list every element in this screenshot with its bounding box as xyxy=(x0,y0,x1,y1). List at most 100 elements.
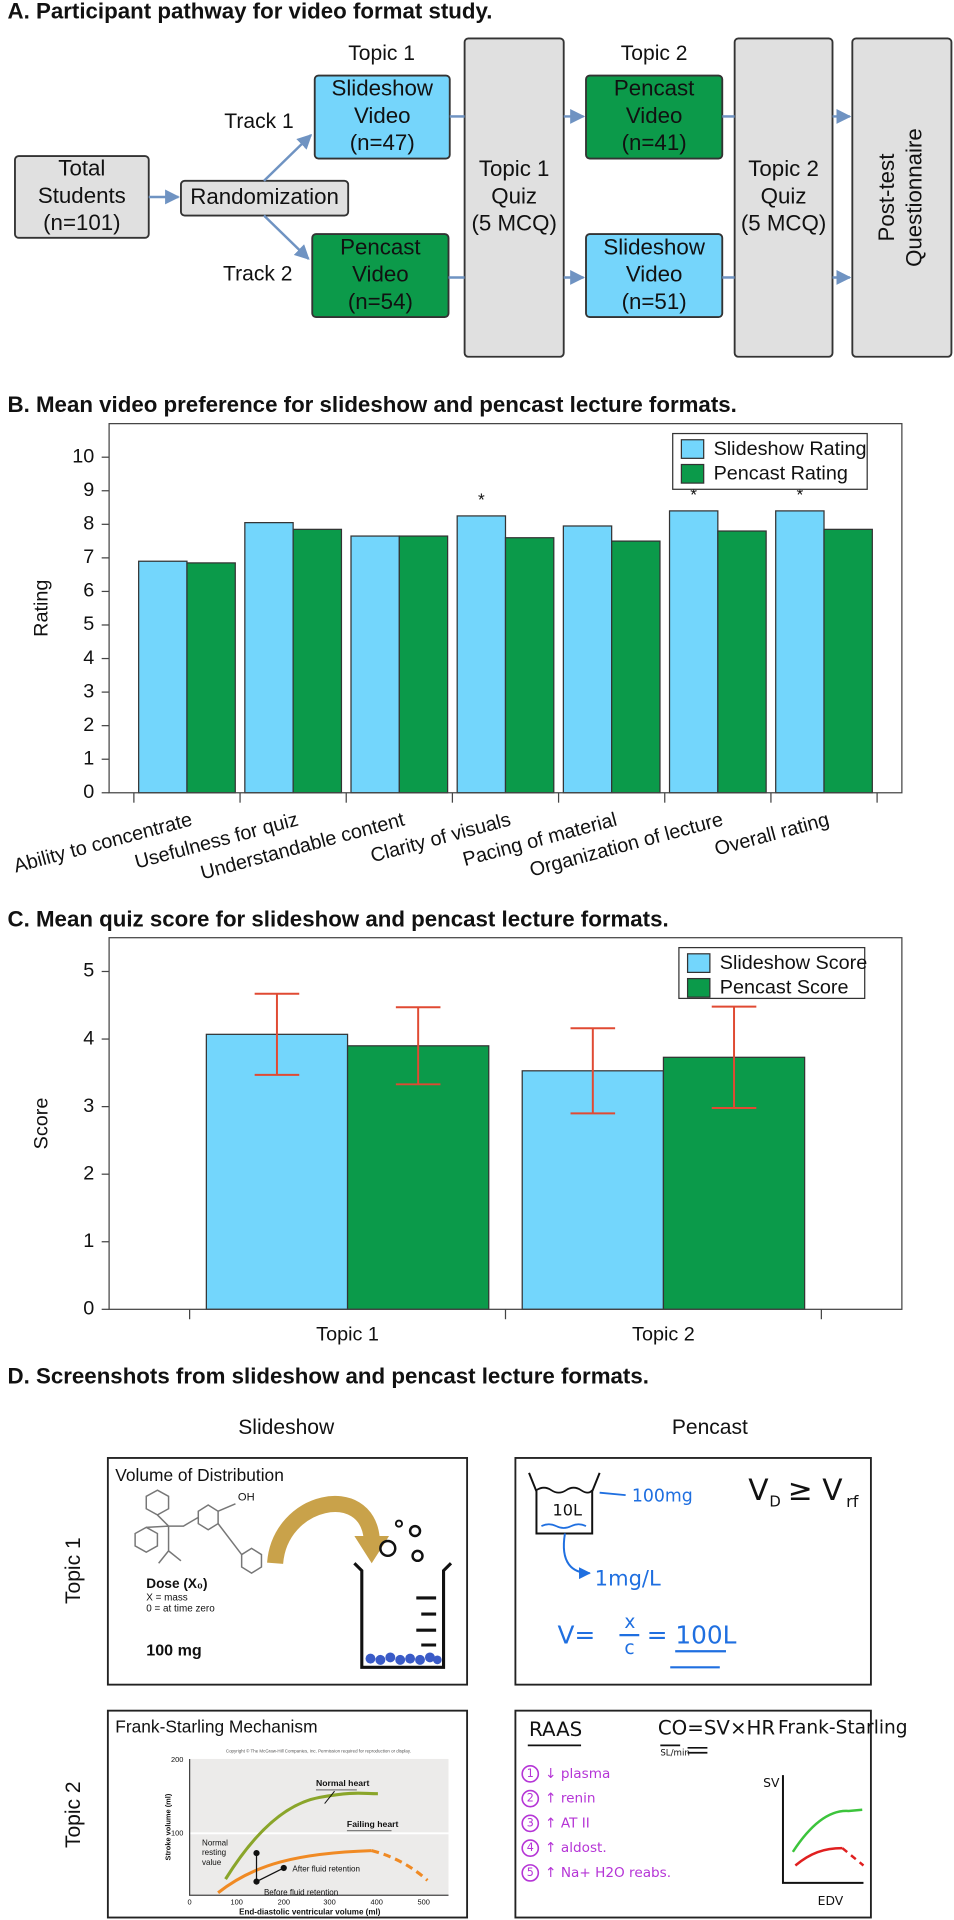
beaker xyxy=(379,1539,397,1558)
box-label: Pencast xyxy=(614,76,695,101)
beaker xyxy=(411,1549,424,1563)
pencast-sketch xyxy=(521,1814,540,1833)
slide-annotation: resting xyxy=(202,1848,226,1857)
step-number: 3 xyxy=(527,1816,534,1829)
row-header: Topic 2 xyxy=(62,1781,85,1848)
slide-chart xyxy=(371,1849,429,1882)
slide-chart xyxy=(189,1758,449,1896)
pathway-box xyxy=(14,155,150,239)
handwriting: V xyxy=(748,1473,769,1508)
slide-heading: Volume of Distribution xyxy=(115,1465,284,1485)
steps: 1 ↓ plasma 2 ↑ renin 3 ↑ AT II 4 ↑ aldost. 5 ↑ Na… xyxy=(527,1766,671,1881)
step-text: ↑ renin xyxy=(545,1791,595,1807)
slide-annotation: Normal heart xyxy=(316,1778,370,1788)
error-bar xyxy=(395,1006,441,1086)
slide-annotation: Before fluid retention xyxy=(264,1888,338,1897)
annotation: * xyxy=(690,485,697,505)
slide-chart xyxy=(253,1878,260,1885)
handwriting: x xyxy=(624,1612,635,1633)
dose-note: 0 = at time zero xyxy=(146,1604,215,1615)
bar xyxy=(504,537,555,794)
beaker xyxy=(416,1596,437,1647)
beaker xyxy=(385,1652,396,1663)
box-label: Video xyxy=(626,262,683,287)
pencast-sketch xyxy=(535,1486,593,1494)
bar xyxy=(456,515,507,794)
pathway-arrows xyxy=(263,133,313,182)
handwriting: D xyxy=(769,1493,780,1511)
legend-label: Slideshow Score xyxy=(720,952,867,974)
box-label: Total xyxy=(58,156,105,181)
box-label: (5 MCQ) xyxy=(741,211,826,236)
y-tick-label: 2 xyxy=(83,714,94,736)
beaker xyxy=(394,1519,403,1528)
atom-label: OH xyxy=(238,1492,255,1504)
slide-chart xyxy=(217,1849,372,1894)
box-label: Slideshow xyxy=(603,234,705,259)
slide-annotation: After fluid retention xyxy=(292,1864,360,1873)
panel-title: D. Screenshots from slideshow and pencas… xyxy=(8,1363,649,1388)
y-tick-label: 1 xyxy=(83,747,94,769)
box-label: Questionnaire xyxy=(901,128,926,267)
slide-chart xyxy=(324,1790,335,1804)
pencast-sketch xyxy=(521,1789,540,1808)
step-text: ↓ plasma xyxy=(545,1766,610,1782)
handwriting: = 100L xyxy=(647,1620,737,1649)
handwriting: CO=SV×HR xyxy=(658,1717,776,1740)
bar xyxy=(562,525,613,794)
column-header: Slideshow xyxy=(238,1416,335,1439)
box-label: (n=41) xyxy=(622,130,687,155)
bar xyxy=(350,535,400,794)
handwriting: SV xyxy=(763,1776,780,1790)
handwriting: RAAS xyxy=(529,1718,582,1741)
beaker xyxy=(365,1653,376,1664)
box-label: Video xyxy=(352,262,409,287)
slide-tick: 300 xyxy=(323,1898,335,1907)
pencast-sketch xyxy=(794,1846,843,1867)
row-header: Topic 1 xyxy=(62,1537,85,1604)
beaker xyxy=(375,1654,386,1665)
box-label: Video xyxy=(354,103,411,128)
handwriting: EDV xyxy=(818,1894,844,1908)
molecule xyxy=(134,1489,263,1575)
beaker xyxy=(405,1653,416,1664)
track-label: Track 1 xyxy=(224,110,293,133)
pencast-sketch xyxy=(527,1744,708,1754)
y-tick-label: 3 xyxy=(83,680,94,702)
legend-label: Slideshow Rating xyxy=(714,438,867,460)
bar xyxy=(775,510,825,794)
slide-annotation: value xyxy=(202,1858,222,1867)
box-label: Slideshow xyxy=(331,76,433,101)
slide-chart xyxy=(224,1791,378,1880)
x-tick-label: Overall rating xyxy=(712,809,831,861)
y-tick-label: 3 xyxy=(83,1095,94,1117)
pencast-sketch xyxy=(521,1864,540,1882)
bar xyxy=(823,528,873,794)
slide-chart xyxy=(315,1789,392,1832)
box-label: Pencast xyxy=(340,234,421,259)
annotation: * xyxy=(478,490,485,510)
y-tick-label: 1 xyxy=(83,1230,94,1252)
transfer-arrow xyxy=(267,1495,380,1565)
annotation: * xyxy=(796,485,803,505)
step-number: 1 xyxy=(527,1767,534,1780)
handwriting: Frank-Starling xyxy=(778,1718,908,1739)
bar xyxy=(292,528,343,794)
box-label: (5 MCQ) xyxy=(471,211,556,236)
bar xyxy=(611,540,661,794)
handwriting: V= xyxy=(558,1620,596,1649)
slide-annotation: Normal xyxy=(202,1838,228,1847)
slide-chart xyxy=(189,1758,449,1896)
pencast-sketch xyxy=(619,1633,726,1669)
pencast-sketch xyxy=(791,1808,863,1853)
slide-tick: 200 xyxy=(171,1755,183,1764)
pencast-sketch xyxy=(528,1472,726,1669)
chart-title: C. Mean quiz score for slideshow and pen… xyxy=(8,906,669,931)
step-number: 4 xyxy=(527,1841,534,1854)
y-tick-label: 4 xyxy=(83,647,94,669)
beaker xyxy=(424,1652,435,1663)
slide-tick: 100 xyxy=(171,1828,183,1837)
